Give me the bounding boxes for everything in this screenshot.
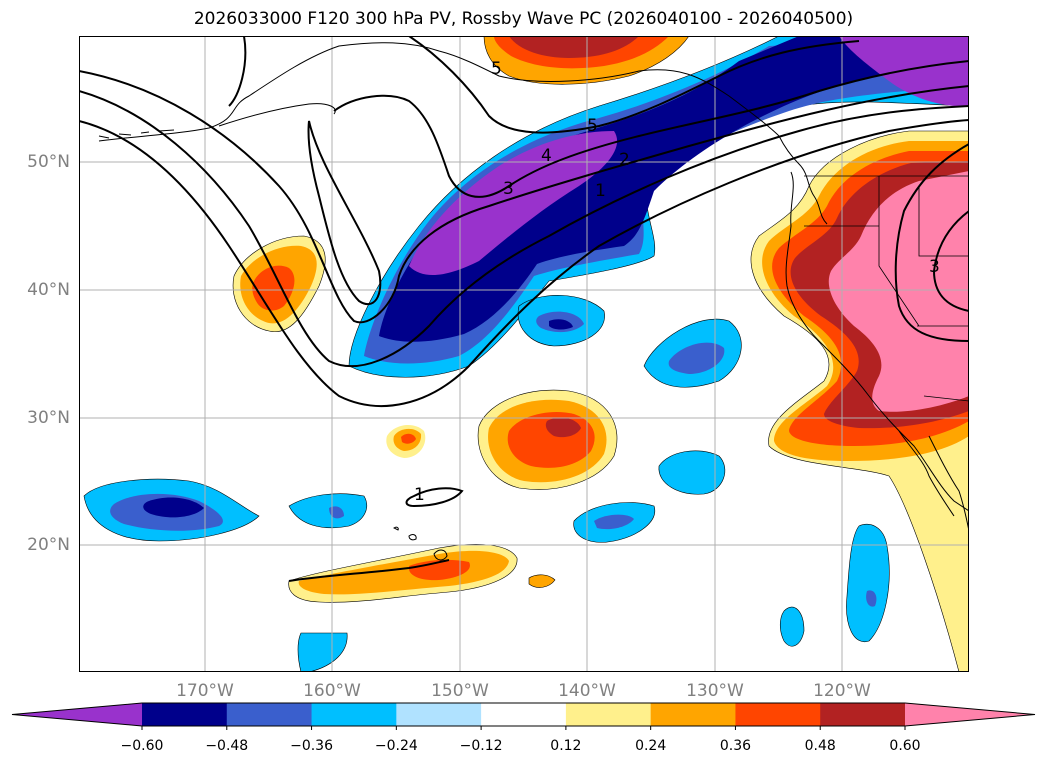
contour-labels: 5 5 4 3 2 1 1 3 <box>414 59 940 505</box>
anomaly-blob-se <box>658 450 726 495</box>
colorbar-tick-label: 0.12 <box>550 738 582 754</box>
contour-line-6 <box>228 36 247 107</box>
colorbar-swatches <box>11 702 1036 727</box>
map-title: 2026033000 F120 300 hPa PV, Rossby Wave … <box>193 9 854 29</box>
coastline-west-us <box>785 171 969 512</box>
lat-label-50n: 50°N <box>27 152 70 172</box>
contour-line-10 <box>405 487 464 508</box>
anomaly-blob-mexico-coast <box>846 523 890 643</box>
coastlines <box>98 42 969 561</box>
map-panel[interactable]: 5 5 4 3 2 1 1 3 <box>79 36 969 672</box>
coastline-bc <box>778 135 828 225</box>
colorbar-swatch <box>396 703 482 726</box>
contour-line-8 <box>894 143 969 342</box>
contour-label: 5 <box>491 59 502 79</box>
coastline-alaska <box>98 42 780 142</box>
lon-label-150w: 150°W <box>431 681 489 701</box>
graticule <box>79 36 969 672</box>
anomaly-blob-central-core <box>329 506 344 519</box>
anomaly-blob-central <box>288 493 368 529</box>
contour-label: 5 <box>587 116 598 136</box>
colorbar-tick-label: −0.12 <box>459 738 503 754</box>
hawaii-island-3 <box>393 526 399 531</box>
anomaly-blob-hawaii-west-core <box>143 497 204 518</box>
lat-label-20n: 20°N <box>27 535 70 555</box>
anomaly-trough-inner <box>379 36 969 342</box>
colorbar-swatch <box>820 703 906 726</box>
anomaly-blob-tiny <box>528 574 556 588</box>
colorbar-extend-high <box>905 703 1035 726</box>
colorbar-swatch <box>142 703 228 726</box>
map-canvas: 5 5 4 3 2 1 1 3 <box>79 36 969 672</box>
hawaii-island-1 <box>433 549 448 561</box>
anomaly-blob-mexico-core <box>866 590 877 607</box>
colorbar-swatch <box>650 703 736 726</box>
colorbar-tick-label: −0.36 <box>290 738 333 754</box>
colorbar-tick-label: 0.48 <box>804 738 836 754</box>
positive-pv-anomalies <box>232 36 969 672</box>
border-states-1 <box>878 176 920 327</box>
contour-line-11 <box>288 559 450 582</box>
colorbar-swatch <box>735 703 821 726</box>
contour-label: 3 <box>929 257 940 277</box>
contour-label: 1 <box>414 485 425 505</box>
contour-label: 1 <box>595 181 606 201</box>
contour-line-4 <box>307 120 382 306</box>
anomaly-trough-core <box>409 131 618 276</box>
hawaii-island-2 <box>408 534 417 541</box>
colorbar-swatch <box>226 703 313 726</box>
colorbar-swatch <box>565 703 652 726</box>
lon-label-160w: 160°W <box>303 681 361 701</box>
anomaly-blob-mid-pacific-core <box>545 417 581 438</box>
lat-label-40n: 40°N <box>27 280 70 300</box>
contour-label: 2 <box>619 150 630 170</box>
colorbar-tick-label: 0.60 <box>889 738 921 754</box>
coastline-alaska-peninsula <box>218 103 336 127</box>
colorbar-tick-label: 0.36 <box>719 738 752 754</box>
border-us-mexico <box>923 395 969 402</box>
lon-label-120w: 120°W <box>813 681 871 701</box>
coastline-mexico <box>928 435 969 532</box>
colorbar-tick-label: −0.24 <box>374 738 418 754</box>
contour-line-5 <box>333 60 969 198</box>
colorbar-extend-low <box>12 703 142 726</box>
contour-label: 4 <box>541 146 552 166</box>
contour-line-9 <box>932 210 969 312</box>
border-states-2 <box>918 186 969 257</box>
aleutian-islands <box>98 129 175 139</box>
anomaly-blob-small-se <box>779 606 805 647</box>
anomaly-ridge-gulf-alaska-core <box>509 36 639 58</box>
colorbar-tick-label: 0.24 <box>635 738 667 754</box>
colorbar-tick-label: −0.48 <box>205 738 249 754</box>
lon-label-130w: 130°W <box>686 681 744 701</box>
pv-contours <box>79 36 969 582</box>
contour-line-7 <box>408 36 860 134</box>
anomaly-ridge-west-coast-pink <box>828 171 969 412</box>
colorbar-ticks <box>141 726 906 730</box>
contour-line-1 <box>79 119 969 407</box>
political-borders <box>804 175 969 402</box>
lon-label-170w: 170°W <box>176 681 234 701</box>
lon-label-140w: 140°W <box>558 681 616 701</box>
anomaly-blob-east-core <box>668 342 725 374</box>
anomaly-blob-mid-core <box>549 319 573 330</box>
anomaly-blob-small-orange-core <box>401 433 416 444</box>
anomaly-blob-southwest <box>297 632 348 672</box>
colorbar-tick-label: −0.60 <box>120 738 164 754</box>
colorbar-swatch <box>311 703 397 726</box>
contour-line-3 <box>79 70 969 324</box>
lat-label-30n: 30°N <box>27 408 70 428</box>
anomaly-blob-south-core <box>594 514 634 530</box>
colorbar-swatch <box>481 703 567 726</box>
contour-line-2 <box>79 90 969 367</box>
negative-pv-anomalies <box>83 36 969 672</box>
coastline-baja <box>898 430 955 517</box>
contour-label: 3 <box>503 179 514 199</box>
colorbar <box>11 702 1036 730</box>
